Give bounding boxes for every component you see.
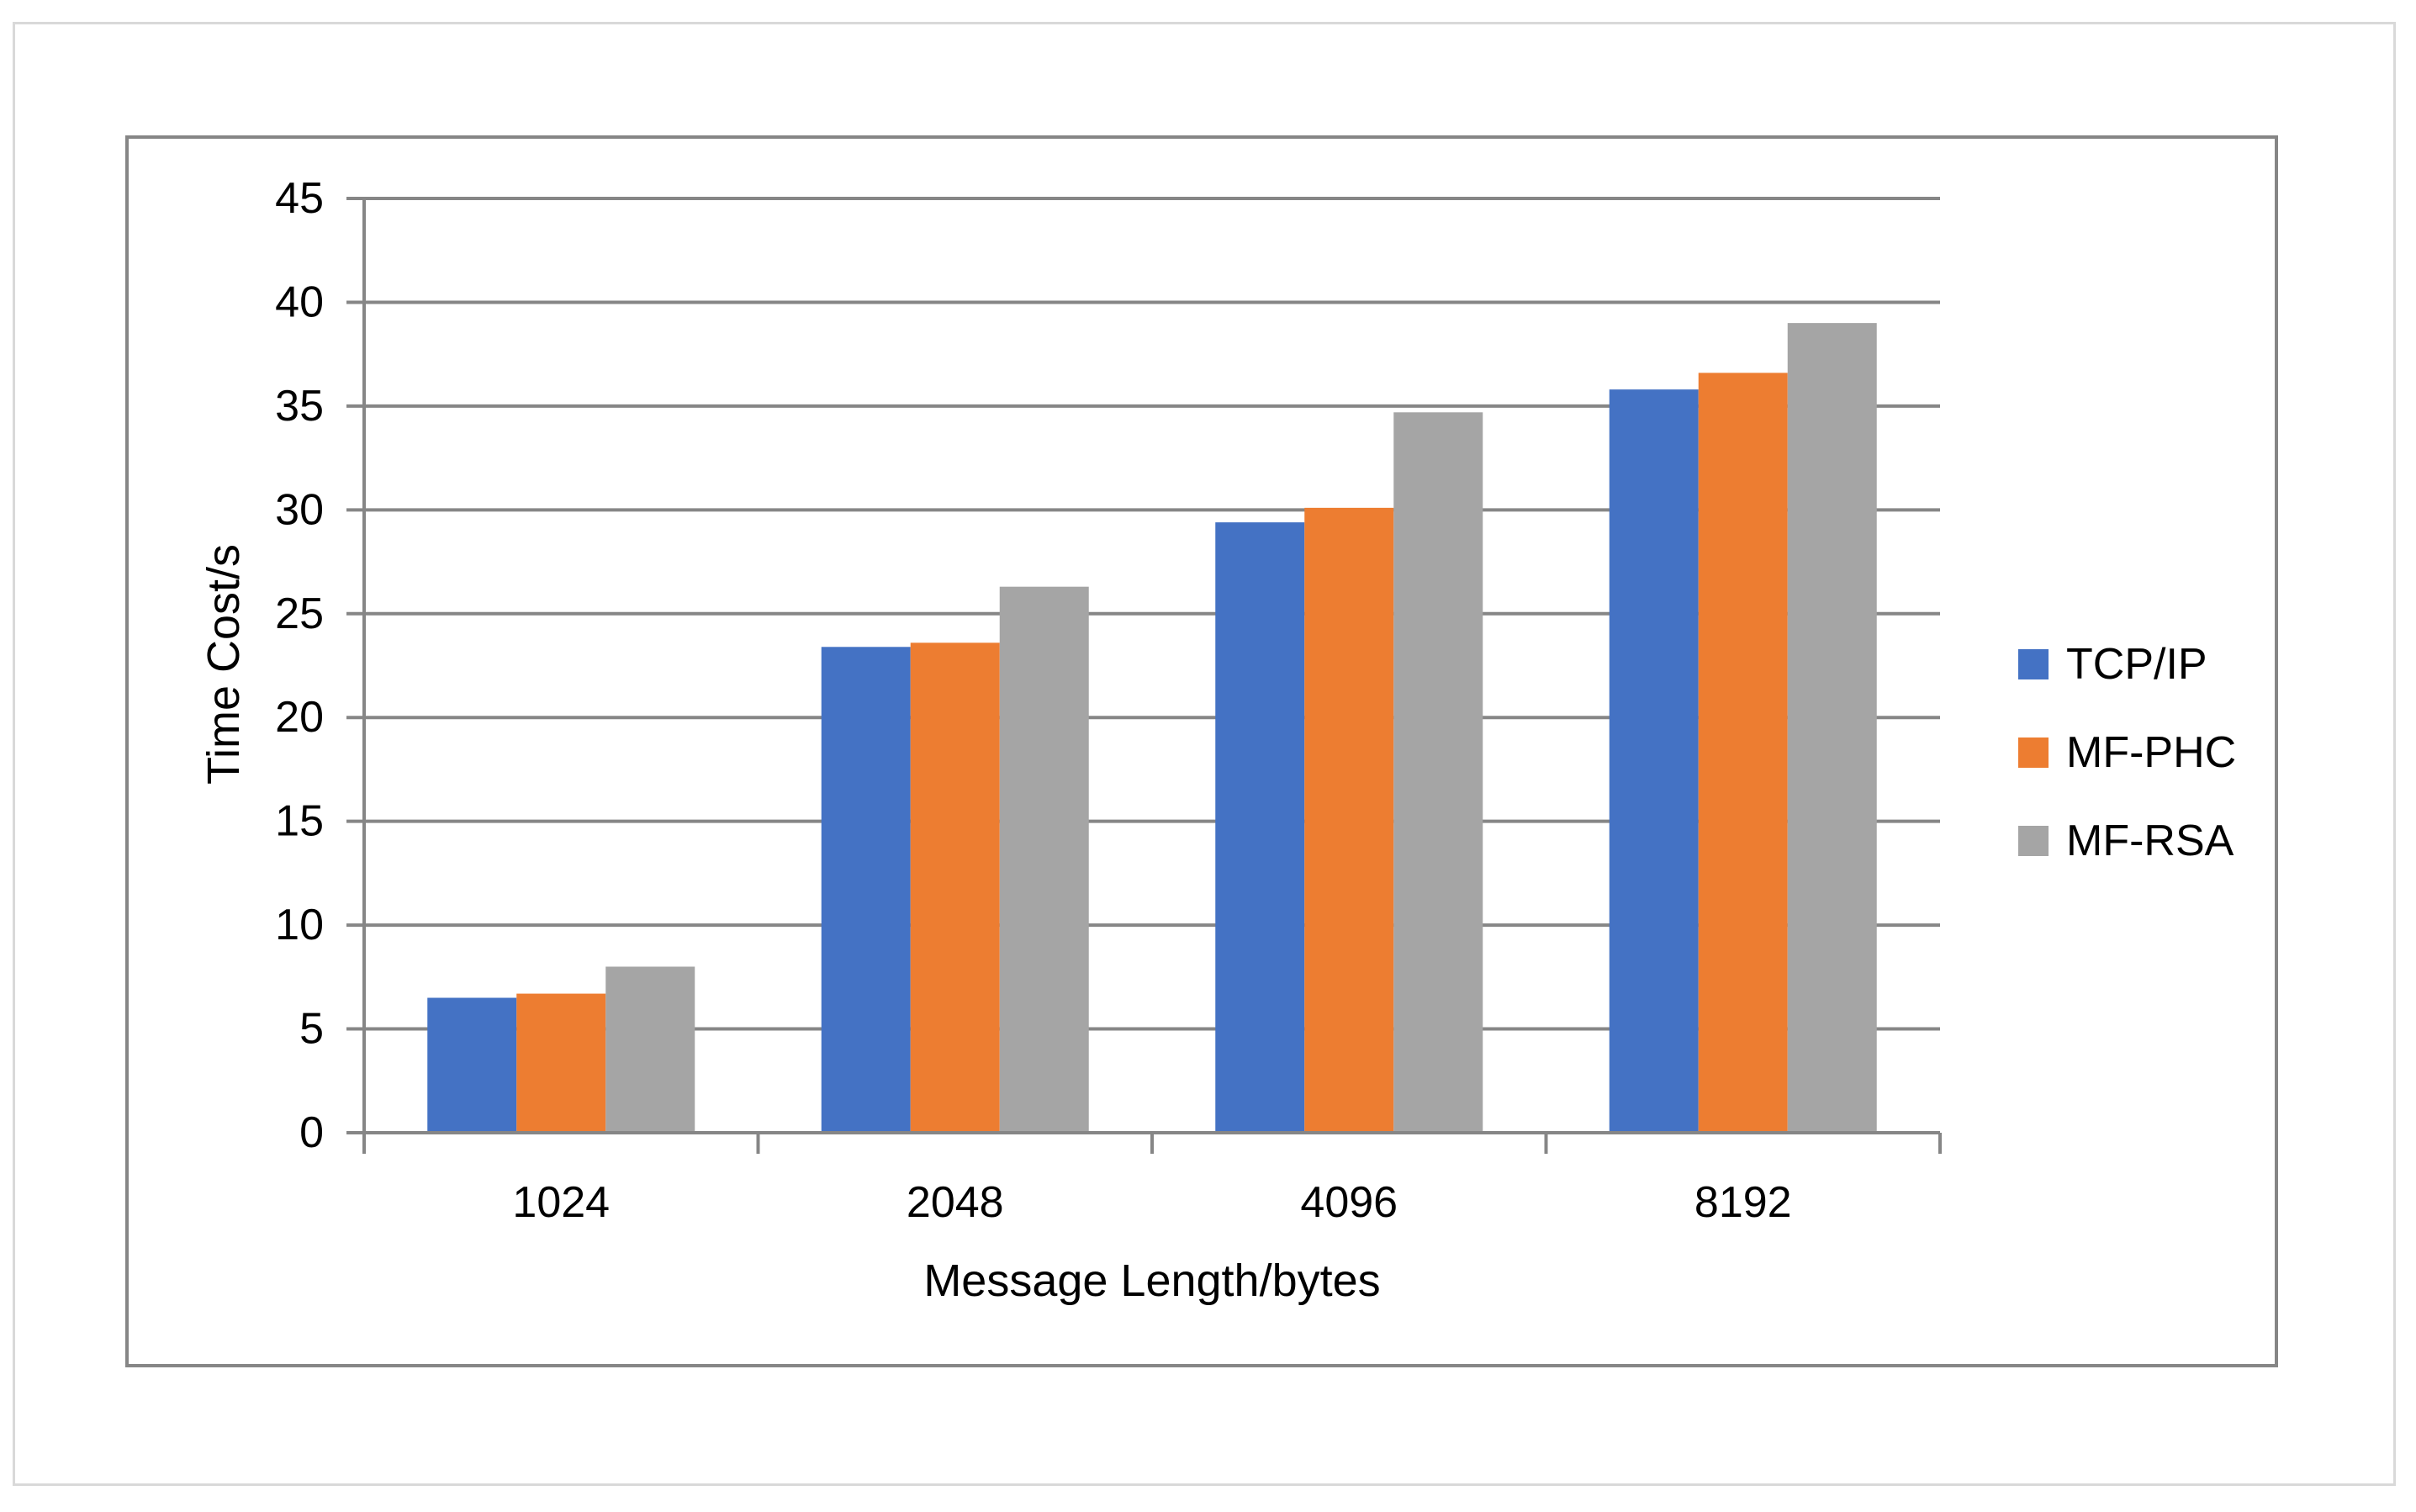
x-category-label-1024: 1024 xyxy=(512,1178,610,1227)
x-category-label-8192: 8192 xyxy=(1694,1178,1792,1227)
legend-entry-mfphc: MF-PHC xyxy=(2018,728,2237,777)
y-tick-label-35: 35 xyxy=(275,382,324,431)
chart-area-border xyxy=(125,135,2278,1367)
y-axis-title: Time Cost/s xyxy=(198,543,249,785)
legend-label-tcpip: TCP/IP xyxy=(2066,640,2207,689)
legend-swatch-mfphc-icon xyxy=(2018,737,2049,768)
legend-swatch-mfrsa-icon xyxy=(2018,826,2049,856)
y-tick-label-40: 40 xyxy=(275,278,324,326)
legend-label-mfphc: MF-PHC xyxy=(2066,728,2237,777)
bar-tcpip-4096 xyxy=(1215,522,1305,1133)
bar-mfrsa-1024 xyxy=(605,966,695,1133)
bar-mfrsa-4096 xyxy=(1393,412,1483,1134)
y-tick-label-30: 30 xyxy=(275,485,324,534)
legend-entry-tcpip: TCP/IP xyxy=(2018,640,2207,689)
bar-mfphc-8192 xyxy=(1698,373,1788,1133)
page-border xyxy=(13,22,2396,1486)
legend-entry-mfrsa: MF-RSA xyxy=(2018,817,2234,865)
y-tick-label-15: 15 xyxy=(275,797,324,846)
bar-mfrsa-2048 xyxy=(999,586,1089,1133)
legend-label-mfrsa: MF-RSA xyxy=(2066,817,2234,865)
x-category-label-4096: 4096 xyxy=(1300,1178,1398,1227)
bar-tcpip-1024 xyxy=(427,997,517,1133)
bar-tcpip-8192 xyxy=(1609,389,1699,1133)
y-tick-label-5: 5 xyxy=(299,1005,324,1054)
x-axis-title: Message Length/bytes xyxy=(923,1256,1381,1306)
x-category-label-2048: 2048 xyxy=(907,1178,1004,1227)
bar-tcpip-2048 xyxy=(821,647,911,1133)
y-tick-label-25: 25 xyxy=(275,589,324,638)
bar-mfrsa-8192 xyxy=(1787,323,1877,1134)
y-tick-label-45: 45 xyxy=(275,174,324,223)
y-tick-label-0: 0 xyxy=(299,1108,324,1157)
y-tick-label-10: 10 xyxy=(275,901,324,949)
bar-mfphc-4096 xyxy=(1304,507,1394,1133)
y-tick-label-20: 20 xyxy=(275,693,324,742)
bar-mfphc-1024 xyxy=(516,993,606,1133)
bar-mfphc-2048 xyxy=(910,642,1000,1133)
legend-swatch-tcpip-icon xyxy=(2018,649,2049,679)
